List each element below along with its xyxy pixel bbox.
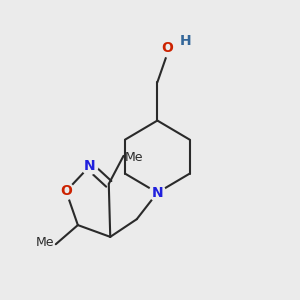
Text: O: O [162,41,174,56]
Text: Me: Me [125,151,143,164]
Circle shape [149,184,166,201]
Circle shape [160,40,178,57]
Text: N: N [152,186,163,200]
Circle shape [81,158,98,174]
Text: O: O [60,184,72,198]
Text: N: N [84,159,95,173]
Circle shape [58,183,74,200]
Text: H: H [179,34,191,48]
Text: Me: Me [36,236,54,249]
